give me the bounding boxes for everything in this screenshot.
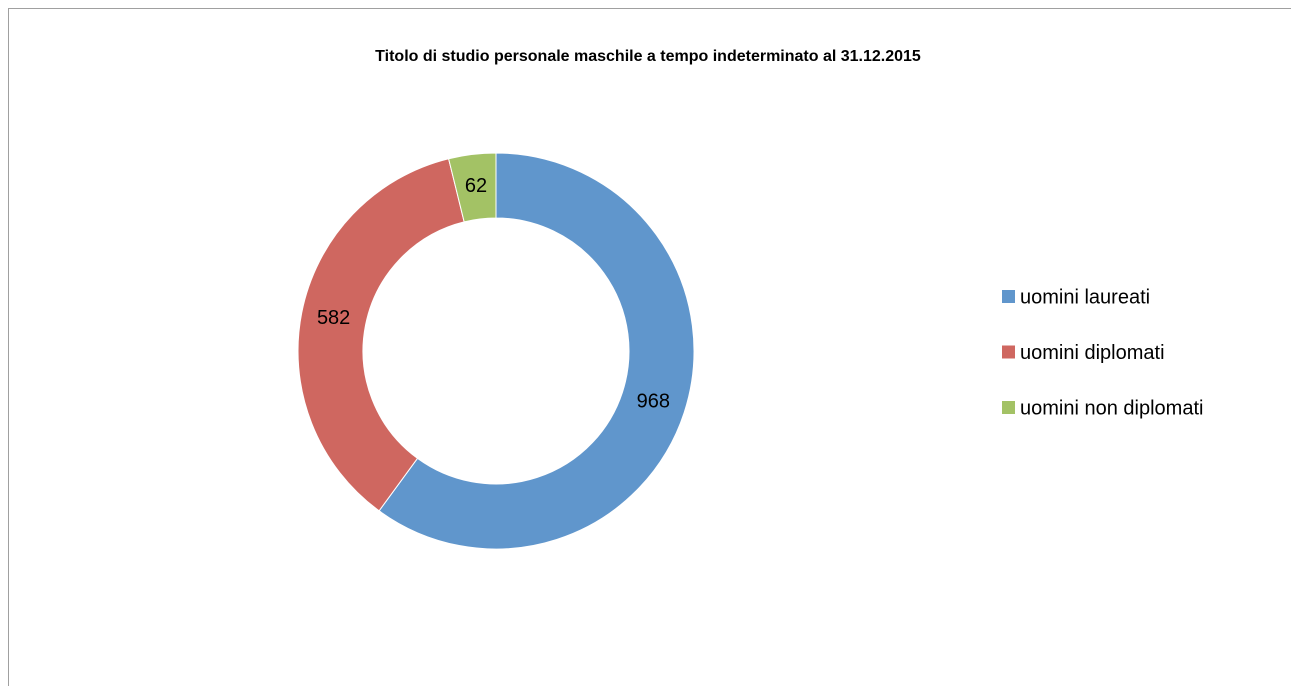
donut-slice (448, 152, 497, 223)
legend-swatch (1002, 290, 1015, 303)
data-label: 582 (317, 307, 350, 329)
legend-label: uomini laureati (1020, 286, 1150, 308)
donut-slice (378, 152, 695, 550)
legend-label: uomini non diplomati (1020, 397, 1203, 419)
data-label: 968 (637, 391, 670, 413)
donut-slice (297, 158, 465, 512)
legend-swatch (1002, 401, 1015, 414)
legend-swatch (1002, 345, 1015, 359)
data-label: 62 (465, 175, 487, 197)
legend-label: uomini diplomati (1020, 342, 1165, 364)
chart-title: Titolo di studio personale maschile a te… (375, 48, 921, 65)
